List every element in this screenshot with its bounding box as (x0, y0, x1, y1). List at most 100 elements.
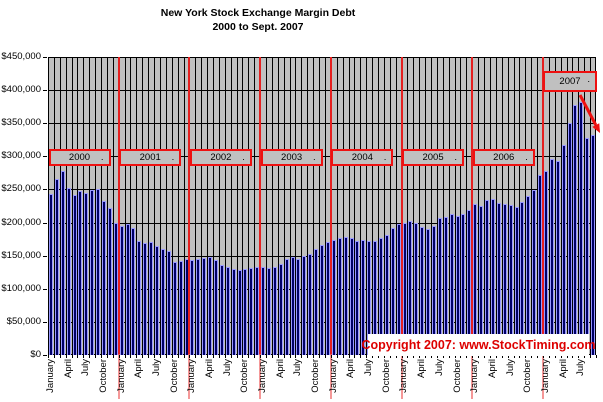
vertical-gridline (466, 57, 468, 355)
x-axis-tick (425, 355, 427, 358)
bar-month-92 (591, 135, 596, 355)
year-box-2001: 2001. (119, 149, 182, 166)
bar-month-71 (467, 210, 472, 355)
vertical-gridline (313, 57, 315, 355)
vertical-gridline (159, 57, 161, 355)
vertical-gridline (366, 57, 368, 355)
year-boundary-line (329, 57, 332, 399)
vertical-gridline (89, 57, 91, 355)
x-axis-tick (478, 355, 480, 358)
bar-month-28 (213, 259, 218, 355)
bar-month-39 (278, 263, 283, 355)
x-axis-tick (419, 355, 421, 358)
x-axis-tick (236, 355, 238, 358)
year-boundary-line (541, 57, 544, 399)
x-axis-tick (389, 355, 391, 358)
bar-month-79 (514, 206, 519, 355)
vertical-gridline (448, 57, 450, 355)
vertical-gridline (436, 57, 438, 355)
vertical-gridline (489, 57, 491, 355)
bar-month-50 (343, 236, 348, 355)
x-axis-label: October (168, 359, 180, 393)
x-axis-tick (519, 355, 521, 358)
bar-month-59 (396, 223, 401, 355)
y-axis-tick (43, 255, 47, 257)
y-axis-label: $450,000 (1, 51, 41, 62)
x-axis-tick (224, 355, 226, 358)
bar-month-22 (178, 261, 183, 355)
bar-month-77 (502, 204, 507, 355)
bar-month-64 (426, 228, 431, 355)
bar-month-56 (378, 238, 383, 355)
x-axis-label: July (363, 359, 375, 376)
vertical-gridline (425, 57, 427, 355)
x-axis-tick (330, 355, 332, 358)
vertical-gridline (554, 57, 556, 355)
y-axis-tick (43, 156, 47, 158)
bar-month-65 (432, 225, 436, 355)
bar-month-4 (72, 195, 77, 355)
x-axis-tick (118, 355, 120, 358)
bar-month-34 (249, 267, 254, 355)
bar-month-54 (367, 241, 372, 355)
vertical-gridline (83, 57, 85, 355)
horizontal-gridline (48, 90, 596, 92)
vertical-gridline (360, 57, 362, 355)
chart-title-line2: 2000 to Sept. 2007 (212, 21, 304, 33)
bar-month-40 (284, 258, 289, 355)
vertical-gridline (348, 57, 350, 355)
x-axis-tick (560, 355, 562, 358)
vertical-gridline (295, 57, 297, 355)
vertical-gridline (154, 57, 156, 355)
vertical-gridline (207, 57, 209, 355)
x-axis-label: July (575, 359, 587, 376)
year-label: 2001 (139, 152, 161, 163)
x-axis-tick (89, 355, 91, 358)
vertical-gridline (136, 57, 138, 355)
x-axis-label: July (504, 359, 516, 376)
bar-month-19 (160, 249, 165, 355)
x-axis-label: July (433, 359, 445, 376)
year-box-dot: . (525, 152, 528, 163)
x-axis-tick (71, 355, 73, 358)
vertical-gridline (212, 57, 214, 355)
vertical-gridline (342, 57, 344, 355)
x-axis-tick (501, 355, 503, 358)
x-axis-label: January (398, 359, 410, 393)
x-axis-tick (65, 355, 67, 358)
chart-title: New York Stock Exchange Margin Debt 2000… (108, 6, 408, 34)
vertical-gridline (95, 57, 97, 355)
vertical-gridline (65, 57, 67, 355)
red-trend-arrow-icon (578, 94, 600, 133)
bar-month-90 (579, 102, 584, 355)
x-axis-tick (218, 355, 220, 358)
year-box-2000: 2000. (48, 149, 111, 166)
x-axis-tick (354, 355, 356, 358)
vertical-gridline (578, 57, 580, 355)
vertical-gridline (224, 57, 226, 355)
bar-month-21 (172, 262, 177, 355)
x-axis-tick (377, 355, 379, 358)
vertical-gridline (419, 57, 421, 355)
x-axis-tick (578, 355, 580, 358)
year-boundary-line (400, 57, 403, 399)
bar-month-66 (437, 218, 442, 355)
year-boundary-line (188, 57, 191, 399)
bar-month-58 (390, 228, 395, 355)
x-axis-tick (171, 355, 173, 358)
x-axis-tick (513, 355, 515, 358)
horizontal-gridline (48, 189, 596, 191)
x-axis-tick (159, 355, 161, 358)
x-axis-tick (136, 355, 138, 358)
y-axis-label: $0 (30, 349, 41, 360)
bar-month-84 (543, 170, 548, 355)
bar-month-30 (225, 266, 230, 355)
x-axis-label: April (557, 359, 569, 379)
bar-month-52 (355, 240, 360, 355)
x-axis-tick (448, 355, 450, 358)
bar-month-72 (473, 203, 478, 355)
bar-month-35 (255, 267, 260, 355)
vertical-gridline (501, 57, 503, 355)
x-axis-tick (248, 355, 250, 358)
bar-month-29 (219, 264, 224, 355)
